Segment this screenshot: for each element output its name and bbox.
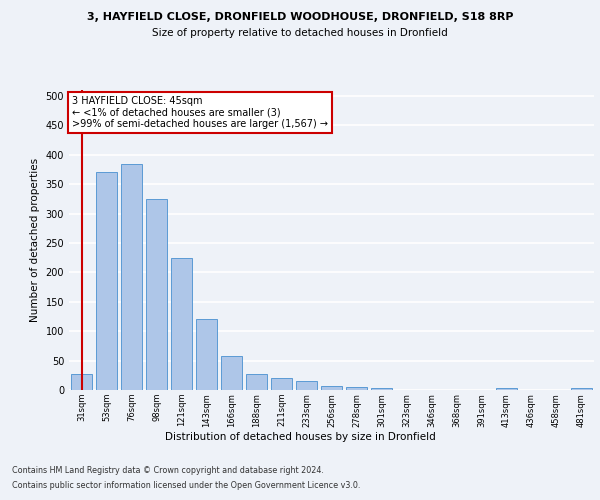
Bar — [571, 388, 592, 390]
Bar — [246, 374, 267, 390]
Text: Contains public sector information licensed under the Open Government Licence v3: Contains public sector information licen… — [12, 481, 361, 490]
Text: Contains HM Land Registry data © Crown copyright and database right 2024.: Contains HM Land Registry data © Crown c… — [12, 466, 324, 475]
Bar — [196, 320, 217, 390]
Bar — [121, 164, 142, 390]
Bar — [171, 258, 192, 390]
Text: 3, HAYFIELD CLOSE, DRONFIELD WOODHOUSE, DRONFIELD, S18 8RP: 3, HAYFIELD CLOSE, DRONFIELD WOODHOUSE, … — [87, 12, 513, 22]
Text: 3 HAYFIELD CLOSE: 45sqm
← <1% of detached houses are smaller (3)
>99% of semi-de: 3 HAYFIELD CLOSE: 45sqm ← <1% of detache… — [71, 96, 328, 129]
Bar — [71, 374, 92, 390]
Text: Distribution of detached houses by size in Dronfield: Distribution of detached houses by size … — [164, 432, 436, 442]
Bar — [321, 386, 342, 390]
Bar — [371, 388, 392, 390]
Bar — [271, 378, 292, 390]
Bar — [496, 388, 517, 390]
Bar — [296, 381, 317, 390]
Bar — [146, 199, 167, 390]
Bar — [346, 387, 367, 390]
Bar — [96, 172, 117, 390]
Bar — [221, 356, 242, 390]
Text: Size of property relative to detached houses in Dronfield: Size of property relative to detached ho… — [152, 28, 448, 38]
Y-axis label: Number of detached properties: Number of detached properties — [30, 158, 40, 322]
